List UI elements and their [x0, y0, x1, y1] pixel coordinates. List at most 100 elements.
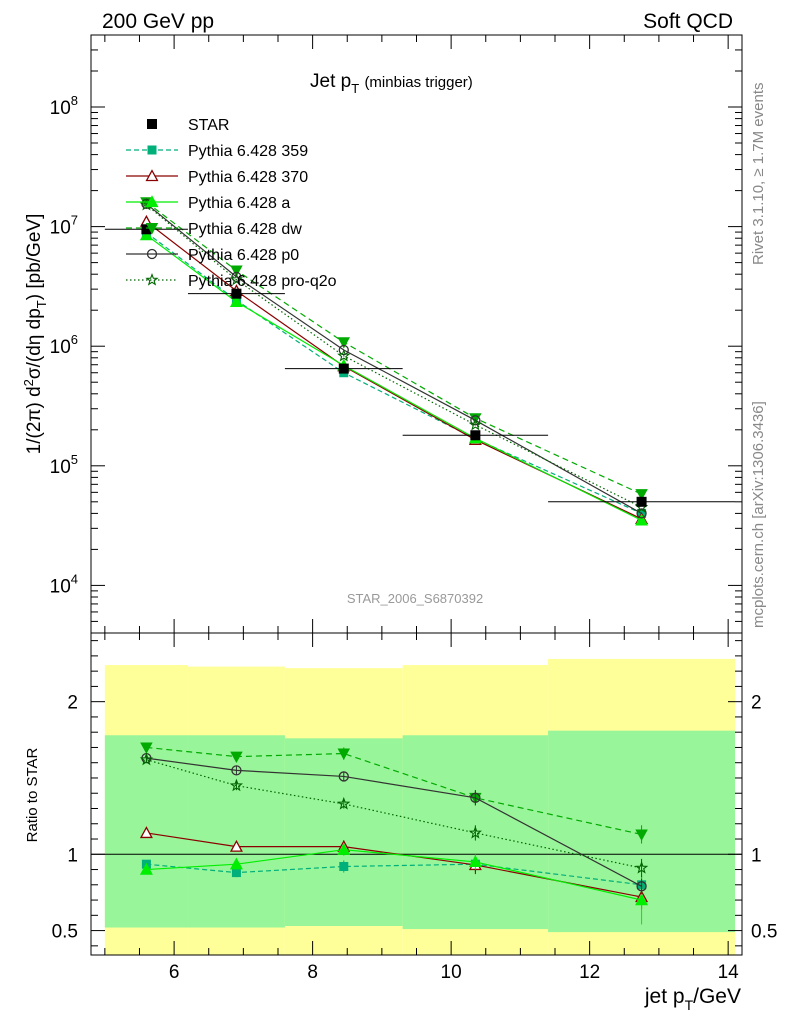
data-point-marker	[141, 224, 152, 235]
main-y-tick-label: 105	[50, 452, 78, 478]
ratio-series-marker	[139, 826, 153, 839]
main-series-line	[146, 201, 642, 495]
legend-label: Pythia 6.428 pro-q2o	[188, 273, 337, 290]
ratio-series-marker	[337, 796, 351, 810]
legend-entry: Pythia 6.428 359	[126, 143, 308, 160]
x-tick-label: 14	[718, 962, 740, 983]
ratio-series-marker	[231, 765, 242, 776]
ratio-series-marker	[139, 862, 153, 875]
ratio-series-marker	[139, 752, 154, 766]
legend-entry: Pythia 6.428 p0	[126, 247, 299, 264]
main-y-tick-label: 108	[50, 93, 78, 119]
ratio-y-tick-label-left: 2	[67, 693, 78, 714]
ratio-series-marker	[468, 855, 482, 868]
main-series-marker	[229, 295, 243, 307]
main-series-marker	[337, 337, 351, 349]
legend-entry: Pythia 6.428 a	[126, 195, 290, 212]
legend-marker	[147, 145, 157, 155]
ratio-series-marker	[338, 771, 349, 782]
main-series-marker	[635, 489, 648, 501]
main-y-tick-label: 104	[50, 571, 78, 597]
legend-entry: Pythia 6.428 370	[126, 169, 308, 186]
main-y-tick-label-exponent: 4	[71, 571, 78, 586]
x-tick-label: 10	[441, 962, 462, 983]
main-y-tick-label-base: 10	[50, 457, 71, 478]
main-series-marker	[338, 344, 349, 356]
main-axis-ticks	[91, 34, 742, 634]
main-series-3	[140, 197, 648, 501]
ratio-series-marker	[635, 893, 649, 906]
legend-label: Pythia 6.428 359	[188, 143, 308, 160]
legend-label: Pythia 6.428 dw	[188, 221, 302, 238]
main-y-tick-label-exponent: 7	[71, 213, 78, 228]
ratio-series-marker	[229, 857, 243, 870]
x-tick-label: 12	[579, 962, 600, 983]
legend-marker	[147, 119, 157, 129]
ratio-series-2	[139, 842, 649, 925]
main-y-tick-label-exponent: 8	[71, 93, 78, 108]
main-y-tick-label-exponent: 5	[71, 452, 78, 467]
legend-marker	[145, 169, 159, 182]
legend-marker	[145, 223, 159, 235]
ratio-series-marker	[229, 839, 243, 852]
main-y-tick-label-base: 10	[50, 98, 71, 119]
ratio-y-tick-label-left: 1	[67, 845, 78, 866]
legend-label: STAR	[188, 117, 229, 134]
ratio-y-tick-label-right: 2	[751, 693, 762, 714]
legend-label: Pythia 6.428 p0	[188, 247, 299, 264]
ratio-series-marker	[337, 842, 351, 855]
main-y-tick-label-exponent: 6	[71, 332, 78, 347]
ratio-series-marker	[635, 829, 648, 841]
legend-marker	[145, 273, 159, 286]
plot-title-subscript: T	[351, 81, 359, 96]
ratio-series-marker	[337, 748, 351, 761]
ratio-y-axis-label: Ratio to STAR	[24, 747, 41, 842]
ratio-series-marker	[229, 778, 244, 792]
ratio-y-tick-label-right: 0.5	[751, 922, 777, 943]
main-data-points	[104, 224, 736, 507]
main-series-marker	[230, 265, 243, 277]
legend-label: Pythia 6.428 370	[188, 169, 308, 186]
ratio-series-4	[141, 752, 647, 894]
legend-label: Pythia 6.428 a	[188, 195, 290, 212]
main-series-line	[146, 204, 642, 508]
legend-marker	[145, 195, 159, 208]
x-axis-label: jet pT/GeV	[644, 985, 741, 1013]
x-axis-label-subscript: T	[685, 997, 694, 1013]
ratio-plot-content	[139, 742, 649, 925]
x-axis-label-main: jet p	[644, 985, 685, 1008]
ratio-series-line	[146, 746, 642, 836]
main-y-tick-label-base: 10	[50, 218, 71, 239]
legend-entry: STAR	[147, 117, 229, 134]
plot-title-main: Jet p	[310, 71, 351, 92]
ratio-series-marker	[470, 792, 481, 803]
ratio-series-marker	[634, 861, 649, 874]
main-y-tick-label: 106	[50, 332, 78, 358]
mcplots-source-label: mcplots.cern.ch [arXiv:1306.3436]	[750, 401, 767, 628]
x-tick-label: 6	[169, 962, 180, 983]
ratio-series-5	[139, 752, 649, 878]
x-tick-label: 8	[307, 962, 318, 983]
ratio-y-tick-label-left: 0.5	[52, 922, 78, 943]
x-axis-label-suffix: /GeV	[693, 985, 741, 1008]
main-y-tick-label: 107	[50, 213, 78, 239]
ratio-series-marker	[231, 868, 241, 878]
header-left-label: 200 GeV pp	[102, 10, 214, 33]
ratio-tick-labels: 0.5 0.51 12 26 8 10 12 14	[52, 693, 778, 983]
data-point-marker	[231, 288, 242, 299]
ratio-series-marker	[468, 825, 483, 839]
data-point-marker	[470, 430, 481, 441]
ratio-series-marker	[636, 881, 647, 892]
main-y-tick-label-base: 10	[50, 576, 71, 597]
ratio-inner-band	[187, 735, 285, 928]
data-point-marker	[636, 496, 647, 507]
data-point-marker	[338, 363, 349, 374]
legend: STAR Pythia 6.428 359 Pythia 6.428 370 Pyth…	[126, 117, 337, 290]
ratio-plot-panel: 0.5 0.51 12 26 8 10 12 14 Ratio to STAR jet pT/…	[24, 632, 778, 1013]
main-y-axis-label: 1/(2π) d2σ/(dη dpT) [pb/GeV]	[21, 214, 49, 455]
main-series-marker	[468, 417, 483, 431]
ratio-inner-band	[284, 738, 403, 927]
legend-marker	[146, 248, 158, 260]
